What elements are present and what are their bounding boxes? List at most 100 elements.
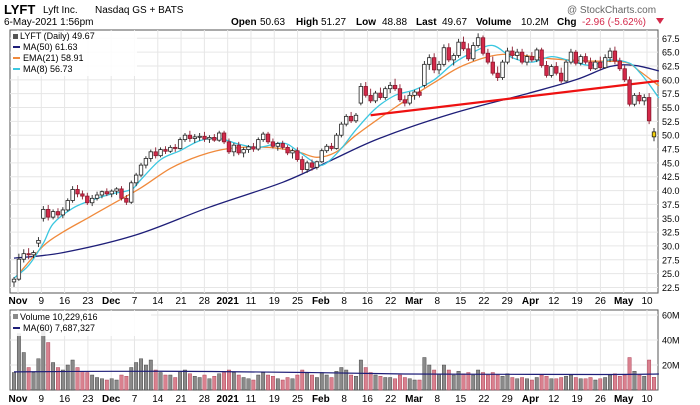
x-tick-label: Dec <box>102 296 121 307</box>
volume-tick-label: 60M <box>662 311 680 321</box>
exchange-label: Nasdaq GS + BATS <box>95 5 184 16</box>
volume-bar <box>378 376 383 391</box>
candle-body <box>50 211 56 218</box>
volume-bar <box>16 333 21 391</box>
chg-value: -2.96 (-5.62%) <box>582 17 646 28</box>
candle-body <box>490 61 495 74</box>
volume-bar <box>75 367 80 391</box>
candle-body <box>607 50 613 59</box>
candle-body <box>173 146 178 149</box>
candle-body <box>500 61 505 79</box>
candle-body <box>109 190 114 195</box>
price-tick-label: 32.5 <box>662 228 680 238</box>
candle-body <box>11 278 17 283</box>
candle-body <box>138 164 144 176</box>
candle-body <box>90 197 95 204</box>
candle-body <box>60 209 66 216</box>
candle-body <box>31 252 36 256</box>
candle-body <box>21 253 26 260</box>
volume-bar <box>525 378 529 391</box>
candle-body <box>539 49 544 66</box>
x-tick-label: 26 <box>595 394 607 405</box>
candle-body <box>187 134 193 139</box>
price-legend-box <box>11 31 137 76</box>
ma50-line <box>13 64 660 259</box>
candle-body <box>85 195 90 204</box>
candle-body <box>471 45 476 60</box>
candle-body <box>41 208 46 219</box>
candle-body <box>304 162 310 170</box>
volume-bar <box>80 371 85 391</box>
x-tick-label: 8 <box>341 296 347 307</box>
candle-body <box>378 92 383 98</box>
price-tick-label: 42.5 <box>662 172 680 182</box>
volume-bar <box>227 369 231 391</box>
volume-bar <box>139 358 143 391</box>
watermark: @ StockCharts.com <box>567 5 656 16</box>
candle-body <box>515 51 520 56</box>
volume-bar <box>505 373 510 391</box>
candle-body <box>329 145 334 149</box>
candle-body <box>383 88 388 98</box>
volume-bar <box>573 377 578 391</box>
candle-body <box>598 61 603 69</box>
candle-body <box>388 84 393 90</box>
x-tick-label: 7 <box>132 394 138 405</box>
x-tick-label: 9 <box>39 296 45 307</box>
volume-bar <box>534 377 539 391</box>
candle-body <box>314 161 320 168</box>
candle-body <box>568 51 574 63</box>
candle-body <box>133 174 139 184</box>
x-tick-label: 7 <box>132 296 138 307</box>
volume-bar <box>500 376 505 391</box>
price-tick-label: 62.5 <box>662 61 680 71</box>
volume-bar <box>334 371 339 391</box>
candle-body <box>290 150 295 154</box>
candle-body <box>339 123 344 136</box>
price-tick-label: 40.0 <box>662 186 680 196</box>
volume-bar <box>329 377 334 391</box>
candle-body <box>583 56 588 63</box>
volume-bar <box>70 359 75 391</box>
price-tick-label: 30.0 <box>662 241 680 251</box>
candle-body <box>300 159 305 170</box>
volume-bar <box>305 372 310 391</box>
x-tick-label: 8 <box>435 296 441 307</box>
high-value: 51.27 <box>321 17 346 28</box>
candle-body <box>622 68 627 81</box>
volume-bar <box>632 371 637 391</box>
volume-bar <box>588 377 593 391</box>
candle-body <box>519 51 525 63</box>
candle-body <box>163 149 168 152</box>
volume-bar <box>593 379 598 391</box>
x-tick-label: 19 <box>269 296 281 307</box>
support-trendline <box>370 79 660 117</box>
candle-body <box>75 189 80 195</box>
volume-ma60-line <box>13 370 659 376</box>
candle-body <box>651 131 657 138</box>
candle-body <box>80 193 85 197</box>
volume-bar <box>173 377 178 391</box>
candle-body <box>588 61 593 70</box>
volume-bar <box>134 362 139 391</box>
candle-body <box>534 49 539 61</box>
candle-body <box>368 94 373 102</box>
candle-body <box>202 135 207 140</box>
volume-bar <box>407 378 412 391</box>
candle-body <box>236 144 241 154</box>
volume-bar <box>100 378 104 391</box>
candle-body <box>104 191 109 195</box>
volume-bar <box>373 374 378 391</box>
volume-bar <box>358 359 363 391</box>
x-tick-label: 16 <box>59 296 71 307</box>
candle-body <box>627 79 632 105</box>
volume-bar <box>368 372 373 391</box>
candle-body <box>602 57 608 69</box>
volume-bar <box>476 369 481 391</box>
candle-body <box>549 66 554 76</box>
ema21-line <box>18 53 660 275</box>
volume-bar <box>129 367 134 391</box>
volume-bar <box>319 372 324 391</box>
candle-body <box>182 134 188 141</box>
volume-bar <box>26 367 31 391</box>
